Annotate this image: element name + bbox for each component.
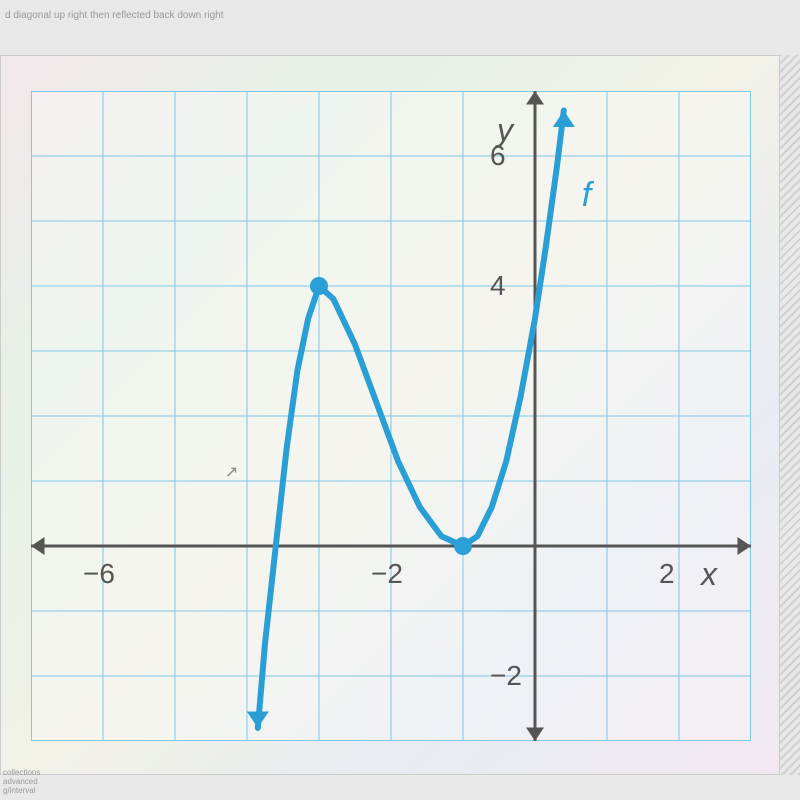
chart-grid: −6−2264−2xyf↖ [31,91,751,741]
curve-label: f [582,176,591,215]
bottom-labels: collections advanced g/interval [3,768,40,795]
cursor-icon: ↖ [225,462,238,482]
y-axis-title: y [497,112,513,149]
x-axis-title: x [701,556,717,593]
x-tick-label: −6 [83,558,115,590]
top-caption: d diagonal up right then reflected back … [5,10,223,21]
y-tick-label: 4 [490,270,506,302]
chart-container: −6−2264−2xyf↖ [0,55,780,775]
y-tick-label: −2 [490,660,522,692]
x-tick-label: −2 [371,558,403,590]
chart-svg [31,91,751,741]
moire-sidebar [780,55,800,775]
x-tick-label: 2 [659,558,675,590]
